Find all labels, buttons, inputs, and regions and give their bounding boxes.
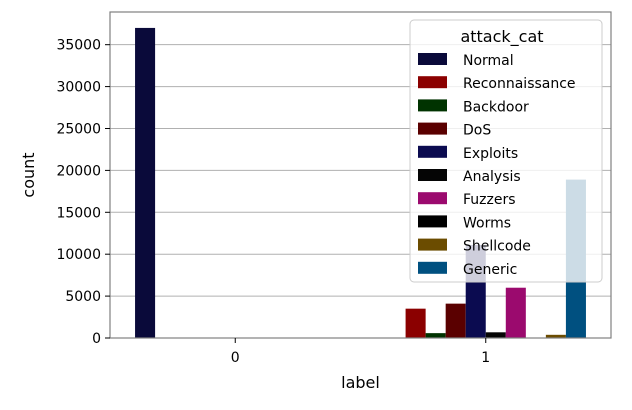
bar-reconnaissance-1 [405,308,426,338]
bar-backdoor-1 [425,333,446,338]
legend: attack_cat Normal Reconnaissance Backdoor D… [409,19,603,283]
bar-fuzzers-1 [505,287,526,338]
legend-label-fuzzers: Fuzzers [463,192,516,208]
x-axis-label: label [341,373,380,392]
plot-frame [109,11,612,339]
gridlines [110,44,611,339]
legend-swatch-worms [418,215,447,228]
legend-label-exploits: Exploits [463,146,518,162]
legend-items: Normal Reconnaissance Backdoor DoS Exploits A… [418,53,576,278]
legend-swatch-dos [418,122,447,135]
y-tick-label: 25000 [56,121,101,137]
y-axis-label: count [19,152,38,197]
x-tick-label: 0 [231,350,240,366]
legend-label-normal: Normal [463,53,514,69]
legend-title: attack_cat [460,27,543,47]
legend-box [409,19,603,283]
y-tick-label: 35000 [56,38,101,54]
bar-normal-0 [135,27,156,338]
y-tick-label: 15000 [56,205,101,221]
bar-shellcode-1 [545,334,566,338]
legend-label-shellcode: Shellcode [463,239,531,255]
y-tick-label: 30000 [56,80,101,96]
legend-swatch-generic [418,261,447,274]
legend-label-reconnaissance: Reconnaissance [463,76,576,92]
y-tick-label: 5000 [65,289,101,305]
x-tick-label: 1 [481,350,490,366]
y-ticks: 0 5000 10000 15000 20000 25000 30000 35000 [56,38,110,347]
legend-swatch-reconnaissance [418,76,447,89]
y-tick-label: 20000 [56,163,101,179]
legend-swatch-exploits [418,145,447,158]
legend-label-generic: Generic [463,262,517,278]
bar-analysis-1 [485,332,506,338]
y-tick-label: 10000 [56,247,101,263]
legend-swatch-shellcode [418,238,447,251]
y-tick-label: 0 [92,331,101,347]
bar-dos-1 [445,303,466,338]
legend-swatch-analysis [418,169,447,181]
legend-label-analysis: Analysis [463,169,521,185]
legend-swatch-normal [418,53,447,65]
legend-label-worms: Worms [463,215,511,231]
legend-label-backdoor: Backdoor [463,99,529,115]
legend-swatch-backdoor [418,99,447,112]
legend-swatch-fuzzers [418,192,447,205]
legend-label-dos: DoS [463,123,491,139]
